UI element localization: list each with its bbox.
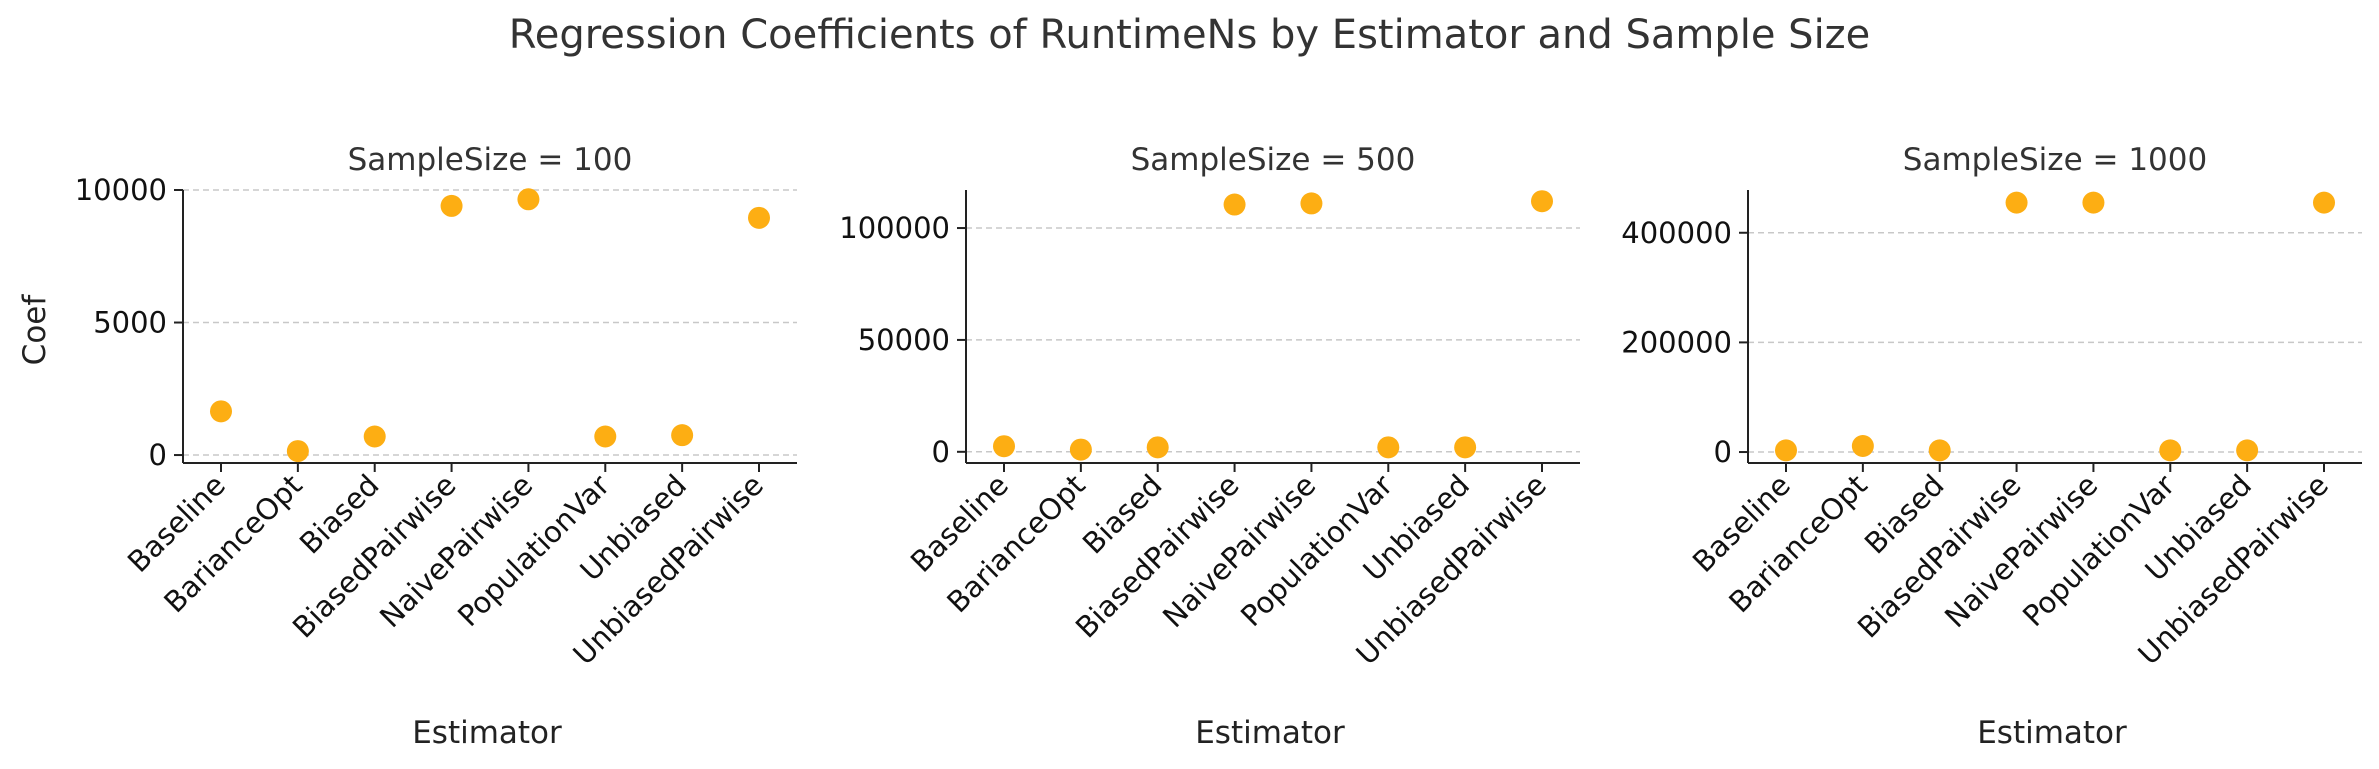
data-point [1851,435,1874,458]
y-tick-label: 10000 [75,173,167,207]
y-tick-label: 0 [932,435,950,469]
y-tick-label: 0 [1714,435,1732,469]
x-axis-label: Estimator [412,715,562,751]
data-point [671,424,694,447]
data-point [1146,436,1169,459]
data-point [286,440,309,463]
data-point [1454,436,1477,459]
data-point [1223,193,1246,216]
y-tick-label: 100000 [839,211,950,245]
data-point [2159,439,2182,462]
data-point [1069,438,1092,461]
figure-title: Regression Coefficients of RuntimeNs by … [508,12,1871,58]
data-point [2313,191,2335,214]
data-point [2236,439,2259,462]
y-tick-label: 400000 [1621,216,1732,250]
data-point [594,425,617,448]
data-point [517,188,540,211]
y-tick-label: 0 [149,438,167,472]
data-point [440,194,463,217]
panel-title: SampleSize = 100 [348,142,633,178]
panel-title: SampleSize = 500 [1131,142,1416,178]
x-axis-label: Estimator [1977,715,2127,751]
data-point [1775,439,1797,462]
y-axis-label: Coef [17,294,53,366]
y-tick-label: 50000 [858,323,950,357]
data-point [1377,436,1400,459]
data-point [2005,191,2028,214]
data-point [748,206,770,229]
y-tick-label: 5000 [93,306,167,340]
y-tick-label: 200000 [1621,325,1732,359]
data-point [2082,191,2105,214]
data-point [1531,190,1553,213]
data-point [993,435,1015,458]
data-point [210,400,232,423]
data-point [363,425,386,448]
data-point [1300,192,1323,215]
x-axis-label: Estimator [1195,715,1345,751]
panel-title: SampleSize = 1000 [1903,142,2207,178]
data-point [1928,439,1951,462]
